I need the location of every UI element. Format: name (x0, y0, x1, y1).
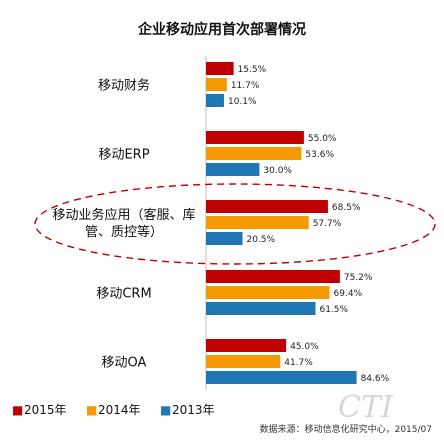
data-label-2015年-0: 15.5% (238, 65, 267, 75)
legend-marker-2014年: ■ (86, 403, 97, 417)
data-label-2015年-4: 45.0% (290, 342, 319, 352)
bar-2013年-4 (206, 371, 357, 384)
data-label-2013年-3: 61.5% (319, 305, 348, 315)
source-note: 数据来源：移动信息化研究中心，2015/07 (260, 423, 432, 435)
data-label-2014年-1: 53.6% (305, 150, 334, 160)
bar-2015年-1 (206, 131, 304, 144)
chart-title: 企业移动应用首次部署情况 (137, 21, 306, 38)
legend-marker-2013年: ■ (160, 403, 171, 417)
data-label-2015年-1: 55.0% (308, 134, 337, 144)
data-label-2013年-2: 20.5% (246, 235, 275, 245)
category-label-4-0: 移动OA (102, 356, 147, 371)
highlight-ellipse (34, 183, 436, 265)
legend-label-2013年: 2013年 (172, 403, 215, 417)
bar-2014年-1 (206, 147, 302, 160)
category-label-2-1: 管、质控等） (85, 224, 163, 240)
bar-2013年-0 (206, 94, 224, 107)
bar-2014年-0 (206, 78, 227, 91)
bar-2015年-0 (206, 62, 234, 75)
watermark-logo: CTI (338, 390, 394, 425)
legend-label-2014年: 2014年 (98, 403, 141, 417)
category-label-1-0: 移动ERP (98, 148, 149, 163)
bar-2014年-2 (206, 216, 309, 229)
data-label-2013年-4: 84.6% (361, 374, 390, 384)
bar-2013年-3 (206, 302, 316, 315)
legend-marker-2015年: ■ (12, 403, 23, 417)
bar-2013年-1 (206, 163, 260, 176)
bar-2015年-3 (206, 270, 340, 283)
data-label-2014年-0: 11.7% (231, 81, 260, 91)
data-label-2015年-3: 75.2% (344, 273, 373, 283)
data-label-2013年-1: 30.0% (263, 166, 292, 176)
data-label-2014年-2: 57.7% (313, 219, 342, 229)
legend: ■ 2015年 ■ 2014年 ■ 2013年 (12, 403, 215, 417)
bar-2015年-4 (206, 339, 287, 352)
legend-label-2015年: 2015年 (24, 403, 67, 417)
bar-2014年-4 (206, 355, 281, 368)
data-label-2013年-0: 10.1% (228, 97, 257, 107)
bar-2014年-3 (206, 286, 330, 299)
category-label-0-0: 移动财务 (98, 78, 150, 94)
data-label-2015年-2: 68.5% (332, 203, 361, 213)
bars-group: 15.5% 11.7% 10.1% 55.0% 53.6% 30.0% 68.5% 57.7%… (206, 62, 390, 384)
bar-2015年-2 (206, 200, 328, 213)
data-label-2014年-4: 41.7% (284, 358, 313, 368)
data-label-2014年-3: 69.4% (334, 289, 363, 299)
category-label-2-0: 移动业务应用（客服、库 (52, 207, 195, 223)
bar-2013年-2 (206, 232, 243, 245)
category-label-3-0: 移动CRM (96, 287, 151, 302)
